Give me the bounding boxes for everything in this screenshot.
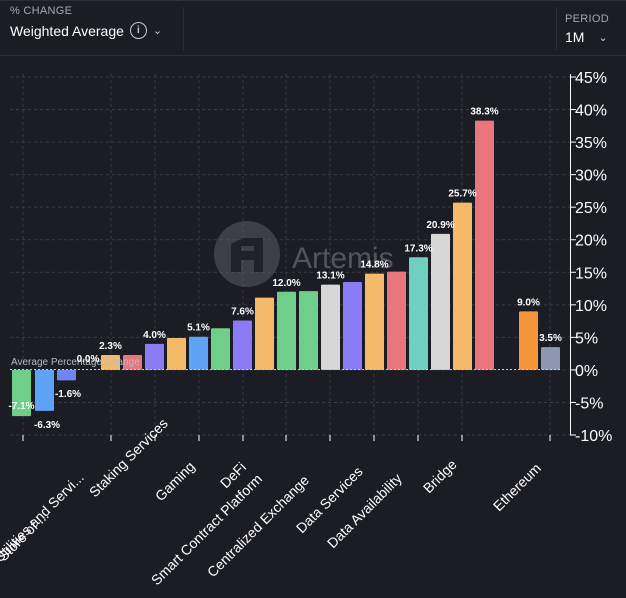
average-line-label: Average Percentage Change [11, 357, 140, 368]
y-tick-label: -10% [575, 428, 612, 445]
y-tick-label: 5% [575, 330, 598, 347]
y-tick-label: 45% [575, 70, 607, 87]
period-label: PERIOD [565, 13, 609, 25]
watermark-text: Artemis [292, 242, 394, 275]
chevron-down-icon[interactable]: ⌄ [152, 25, 163, 37]
y-tick-label: 15% [575, 265, 607, 282]
bar [409, 257, 428, 370]
divider [556, 7, 557, 51]
period-selector[interactable]: PERIOD 1M ⌄ [565, 13, 621, 53]
data-labels: -7.1%-6.3% -1.6% 2.3% 4.0% 5.1% 7.6% 12.0% 13.1… [8, 107, 562, 431]
bar [145, 343, 164, 370]
data-label: 25.7% [448, 189, 476, 200]
bar [233, 320, 252, 370]
bar [167, 338, 186, 370]
y-tick-label: 20% [575, 233, 607, 250]
bar [453, 202, 472, 370]
data-label: 12.0% [272, 278, 300, 289]
bar [101, 354, 120, 370]
chevron-down-icon[interactable]: ⌄ [598, 31, 608, 44]
y-tick-label: 40% [575, 103, 607, 120]
y-tick-label: 25% [575, 200, 607, 217]
bars [12, 120, 560, 417]
data-label: 9.0% [517, 297, 540, 308]
y-tick-label: 30% [575, 168, 607, 185]
bar [255, 297, 274, 370]
x-tick-label: Bridge [420, 456, 460, 496]
data-label: 2.3% [99, 341, 122, 352]
info-icon[interactable]: i [129, 22, 147, 39]
y-axis: 45% 40% 35% 30% 25% 20% 15% 10% 5% 0% -5% -10% [570, 70, 612, 445]
data-label: 7.6% [231, 306, 254, 317]
data-label: 38.3% [470, 107, 498, 118]
bar [189, 336, 208, 370]
bar [387, 271, 406, 370]
y-tick-label: -5% [575, 395, 603, 412]
data-label: -6.3% [34, 420, 60, 431]
data-label: 4.0% [143, 330, 166, 341]
bar [343, 282, 362, 370]
y-tick-label: 0% [575, 363, 598, 380]
data-label: 17.3% [404, 243, 432, 254]
data-label: 0.0% [77, 354, 100, 365]
bar [35, 369, 54, 411]
divider [183, 7, 184, 51]
data-label: 3.5% [539, 333, 562, 344]
bar [475, 120, 494, 370]
bar [57, 369, 76, 381]
x-tick-label: Ethereum [490, 460, 544, 514]
bar [123, 354, 142, 370]
metric-selector[interactable]: % CHANGE Weighted Average i ⌄ [10, 5, 182, 55]
data-label: 20.9% [426, 220, 454, 231]
data-label: 13.1% [316, 271, 344, 282]
bar [277, 291, 296, 370]
y-tick-label: 10% [575, 298, 607, 315]
bar [365, 273, 384, 370]
bar [431, 233, 450, 370]
bar [541, 347, 560, 370]
x-tick-label: Gaming [152, 458, 198, 504]
x-tick-label: Utilities and Servi... [0, 469, 87, 565]
bar [321, 284, 340, 370]
artemis-watermark: Artemis [214, 221, 394, 287]
data-label: -7.1% [8, 401, 34, 412]
data-label: -1.6% [55, 389, 81, 400]
metric-value[interactable]: Weighted Average [10, 22, 124, 39]
bar [519, 311, 538, 370]
top-bar: % CHANGE Weighted Average i ⌄ PERIOD 1M … [0, 0, 626, 56]
data-label: 14.8% [360, 260, 388, 271]
period-value[interactable]: 1M [565, 29, 585, 45]
data-label: 5.1% [187, 323, 210, 334]
metric-label: % CHANGE [10, 5, 73, 17]
x-axis: Store of ...Utilities and Servi...Stakin… [0, 415, 544, 588]
bar [12, 369, 31, 417]
bar [299, 291, 318, 370]
bar [211, 328, 230, 370]
y-tick-label: 35% [575, 135, 607, 152]
